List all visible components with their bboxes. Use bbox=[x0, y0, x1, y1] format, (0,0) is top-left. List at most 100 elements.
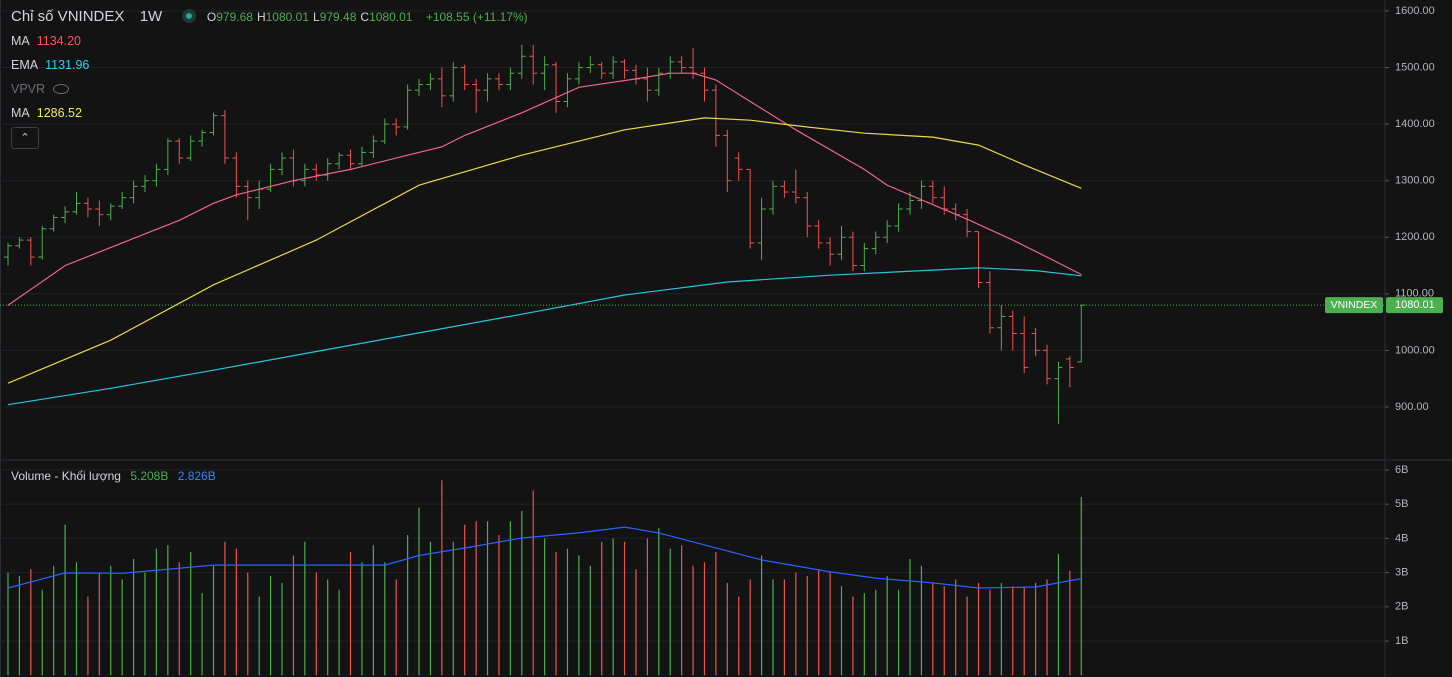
ohlc-bar bbox=[768, 180, 777, 215]
symbol-title[interactable]: Chỉ số VNINDEX bbox=[11, 8, 125, 25]
volume-ma-line bbox=[7, 526, 1082, 589]
indicator-row: MA 1286.52 bbox=[11, 106, 82, 120]
indicator-row: MA 1134.20 bbox=[11, 34, 81, 48]
ohlc-bar bbox=[300, 163, 309, 187]
price-axis-bg bbox=[1385, 0, 1452, 677]
ohlc-bar bbox=[72, 192, 81, 215]
ohlc-bar bbox=[1008, 310, 1017, 351]
y-tick-label: 1500.00 bbox=[1395, 61, 1435, 73]
ohlc-item: H1080.01 bbox=[257, 10, 309, 24]
ohlc-bar bbox=[335, 152, 344, 170]
y-tick-label: 1600.00 bbox=[1395, 5, 1435, 17]
ohlc-bar bbox=[529, 44, 538, 85]
ohlc-bar bbox=[494, 73, 503, 91]
ohlc-bar bbox=[654, 67, 663, 96]
ohlc-bar bbox=[734, 152, 743, 181]
ohlc-bar bbox=[346, 149, 355, 170]
ohlc-bar bbox=[266, 163, 275, 193]
ohlc-bar bbox=[506, 67, 515, 91]
indicator-value: 1131.96 bbox=[45, 58, 90, 72]
ohlc-bar bbox=[997, 305, 1006, 351]
ohlc-bar bbox=[118, 192, 127, 209]
ohlc-bar bbox=[61, 206, 70, 224]
ohlc-bar bbox=[232, 152, 241, 198]
ohlc-bar bbox=[883, 220, 892, 243]
y-tick-label: 900.00 bbox=[1395, 401, 1429, 413]
ohlc-bar bbox=[403, 84, 412, 130]
ohlc-item: O979.68 bbox=[207, 10, 253, 24]
ohlc-value: 979.68 bbox=[216, 10, 253, 24]
indicator-row: EMA 1131.96 bbox=[11, 58, 89, 72]
indicator-value: 1286.52 bbox=[36, 106, 82, 120]
interval[interactable]: 1W bbox=[139, 8, 163, 25]
ohlc-key: L bbox=[313, 10, 320, 24]
indicator-row: VPVR bbox=[11, 82, 70, 96]
ohlc-bar bbox=[746, 168, 755, 249]
ohlc-bar bbox=[723, 129, 732, 193]
ohlc-bar bbox=[175, 138, 184, 164]
symbol-tag bbox=[1325, 297, 1383, 314]
ohlc-bar bbox=[826, 237, 835, 266]
volume-value: 5.208B bbox=[130, 469, 169, 483]
ohlc-key: H bbox=[256, 10, 266, 24]
ohlc-bar bbox=[83, 197, 92, 218]
ohlc-bar bbox=[152, 163, 161, 187]
ohlc-bar bbox=[1031, 327, 1040, 357]
ohlc-bar bbox=[597, 61, 606, 79]
indicator-line bbox=[7, 117, 1082, 384]
ohlc-bar bbox=[609, 56, 618, 79]
indicator-line bbox=[7, 267, 1082, 406]
ohlc-bar bbox=[449, 61, 458, 102]
ohlc-bar bbox=[951, 203, 960, 221]
ohlc-bar bbox=[974, 231, 983, 289]
indicator-line bbox=[7, 72, 1082, 306]
ohlc-bar bbox=[1043, 344, 1052, 385]
y-tick-label: 5B bbox=[1395, 498, 1408, 510]
ohlc-bar bbox=[757, 197, 766, 260]
ohlc-item: C1080.01 bbox=[360, 10, 412, 24]
ohlc-value: 1080.01 bbox=[265, 10, 310, 24]
ohlc-bar bbox=[186, 135, 195, 161]
ohlc-bar bbox=[917, 180, 926, 209]
last-price-tag bbox=[1386, 297, 1443, 314]
ohlc-bar bbox=[323, 158, 332, 181]
ohlc-bar bbox=[985, 271, 994, 334]
ohlc-bar bbox=[129, 180, 138, 204]
indicator-name: MA bbox=[11, 34, 30, 48]
ohlc-bar bbox=[803, 192, 812, 238]
ohlc-bar bbox=[141, 175, 150, 193]
ohlc-bar bbox=[574, 61, 583, 85]
ohlc-bar bbox=[312, 163, 321, 181]
ohlc-bar bbox=[677, 56, 686, 74]
ohlc-key: C bbox=[360, 10, 370, 24]
ohlc-bar bbox=[906, 192, 915, 215]
ohlc-bar bbox=[483, 73, 492, 102]
ohlc-bar bbox=[415, 78, 424, 96]
collapse-button[interactable]: ⌃ bbox=[11, 127, 39, 149]
volume-legend: Volume - Khối lượng 5.208B 2.826B bbox=[11, 469, 222, 483]
ohlc-key: O bbox=[206, 10, 217, 24]
y-tick-label: 6B bbox=[1395, 464, 1408, 476]
ohlc-bar bbox=[255, 180, 264, 209]
ohlc-bar bbox=[563, 73, 572, 108]
ohlc-bar bbox=[220, 109, 229, 164]
ohlc-bar bbox=[791, 169, 800, 204]
volume-ma-value: 2.826B bbox=[177, 469, 216, 483]
ohlc-bar bbox=[814, 220, 823, 249]
y-tick-label: 1400.00 bbox=[1395, 118, 1435, 130]
ohlc-bar bbox=[472, 78, 481, 113]
ohlc-value: 1080.01 bbox=[369, 10, 413, 24]
y-tick-label: 1200.00 bbox=[1395, 231, 1435, 243]
ohlc-bar bbox=[540, 56, 549, 91]
ohlc-bar bbox=[1054, 361, 1063, 424]
ohlc-bar bbox=[837, 225, 846, 260]
ohlc-bar bbox=[871, 231, 880, 255]
ohlc-bar bbox=[928, 180, 937, 204]
ohlc-bar bbox=[620, 59, 629, 79]
ohlc-bar bbox=[963, 208, 972, 238]
y-tick-label: 3B bbox=[1395, 567, 1408, 579]
header: Chỉ số VNINDEX 1W O979.68 H1080.01 L979.48… bbox=[11, 8, 534, 25]
ohlc-bar bbox=[517, 44, 526, 79]
